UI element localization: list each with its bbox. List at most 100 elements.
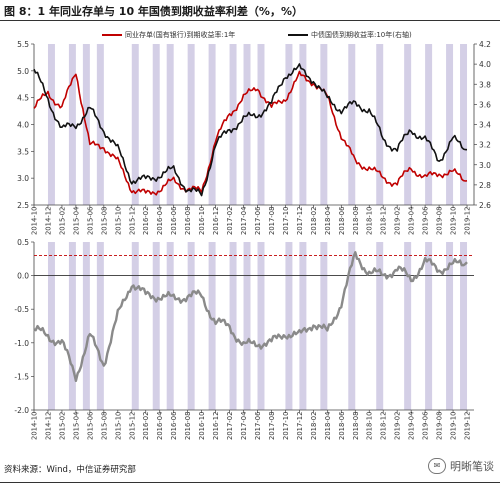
shaded-band-bottom (243, 242, 251, 410)
shaded-band-top (208, 44, 216, 205)
x-top-tick-label: 2018-06 (338, 207, 346, 235)
y-tick-label-right: 3.0 (479, 161, 491, 170)
shaded-band-top (152, 44, 160, 205)
y-tick-label-bottom: -0.5 (14, 305, 29, 314)
wechat-icon: ✉ (428, 458, 446, 474)
shaded-band-bottom (152, 242, 160, 410)
y-tick-label-right: 4.0 (479, 60, 491, 69)
title-divider (0, 20, 500, 21)
x-top-tick-label: 2015-12 (128, 207, 136, 235)
x-bottom-tick-label: 2014-12 (44, 412, 52, 440)
x-bottom-tick-label: 2017-10 (282, 412, 290, 440)
x-top-tick-label: 2017-02 (226, 207, 234, 235)
x-top-tick-label: 2015-08 (100, 207, 108, 235)
watermark: ✉ 明晰笔谈 (428, 458, 494, 474)
shaded-band-bottom (131, 242, 139, 410)
x-bottom-tick-label: 2019-02 (394, 412, 402, 440)
x-top-tick-label: 2014-10 (31, 207, 39, 235)
x-top-tick-label: 2016-08 (184, 207, 192, 235)
shaded-band-bottom (166, 242, 174, 410)
shaded-band-top (460, 44, 468, 205)
shaded-band-bottom (229, 242, 237, 410)
shaded-band-top (348, 44, 356, 205)
y-tick-label-right: 3.6 (479, 100, 491, 109)
y-tick-label-left: 5.0 (17, 67, 29, 76)
x-top-tick-label: 2018-04 (324, 207, 332, 235)
x-bottom-tick-label: 2015-10 (114, 412, 122, 440)
shaded-band-top (166, 44, 174, 205)
x-top-tick-label: 2017-10 (282, 207, 290, 235)
x-top-tick-label: 2015-06 (86, 207, 94, 235)
series-line-ncd (33, 70, 468, 196)
shaded-band-top (404, 44, 412, 205)
legend-item-bond: 中债国债到期收益率:10年(右轴) (288, 30, 412, 40)
legend-label-ncd: 同业存单(国有银行)到期收益率:1年 (125, 31, 236, 39)
y-tick-label-left: 3.0 (17, 174, 29, 183)
x-bottom-tick-label: 2017-12 (296, 412, 304, 440)
x-top-tick-label: 2018-12 (380, 207, 388, 235)
x-top-tick-label: 2018-02 (310, 207, 318, 235)
legend-label-bond: 中债国债到期收益率:10年(右轴) (311, 31, 412, 39)
shaded-band-top (376, 44, 384, 205)
y-tick-label-bottom: 0.5 (17, 238, 29, 247)
x-bottom-tick-label: 2018-06 (338, 412, 346, 440)
x-top-tick-label: 2019-04 (408, 207, 416, 235)
shaded-band-bottom (446, 242, 454, 410)
y-tick-label-left: 3.5 (17, 147, 29, 156)
x-bottom-tick-label: 2014-10 (31, 412, 39, 440)
x-top-tick-label: 2015-04 (72, 207, 80, 235)
x-bottom-tick-label: 2018-04 (324, 412, 332, 440)
shaded-band-bottom (257, 242, 265, 410)
x-bottom-tick-label: 2018-12 (380, 412, 388, 440)
shaded-band-bottom (285, 242, 293, 410)
series-line-spread (33, 251, 468, 382)
x-top-tick-label: 2019-12 (464, 207, 472, 235)
x-top-tick-label: 2015-02 (58, 207, 66, 235)
shaded-band-bottom (348, 242, 356, 410)
legend-swatch-ncd (102, 34, 122, 36)
shaded-band-top (446, 44, 454, 205)
y-tick-label-left: 4.0 (17, 121, 29, 130)
figure-title: 图 8：1 年同业存单与 10 年国债到期收益率利差（%，%） (4, 5, 303, 18)
y-tick-label-right: 4.2 (479, 40, 491, 49)
x-top-tick-label: 2015-10 (114, 207, 122, 235)
y-tick-label-left: 4.5 (17, 94, 29, 103)
shaded-band-bottom (376, 242, 384, 410)
x-top-tick-label: 2014-12 (44, 207, 52, 235)
y-tick-label-left: 5.5 (17, 40, 29, 49)
x-top-tick-label: 2016-04 (156, 207, 164, 235)
y-tick-label-bottom: 0.0 (17, 272, 29, 281)
legend-item-ncd: 同业存单(国有银行)到期收益率:1年 (102, 30, 235, 40)
shaded-band-bottom (68, 242, 76, 410)
shaded-band-bottom (187, 242, 195, 410)
watermark-text: 明晰笔谈 (450, 460, 494, 473)
x-bottom-tick-label: 2015-08 (100, 412, 108, 440)
x-bottom-tick-label: 2017-04 (240, 412, 248, 440)
shaded-band-bottom (299, 242, 307, 410)
x-bottom-tick-label: 2017-02 (226, 412, 234, 440)
shaded-band-top (243, 44, 251, 205)
x-bottom-tick-label: 2016-10 (198, 412, 206, 440)
bottom-divider (0, 482, 500, 483)
shaded-band-bottom (82, 242, 90, 410)
x-bottom-tick-label: 2019-10 (450, 412, 458, 440)
x-top-tick-label: 2018-08 (352, 207, 360, 235)
source-note: 资料来源：Wind，中信证券研究部 (4, 465, 136, 475)
series-line-bond (33, 63, 468, 197)
x-bottom-tick-label: 2016-08 (184, 412, 192, 440)
x-bottom-tick-label: 2016-04 (156, 412, 164, 440)
x-bottom-tick-label: 2017-06 (254, 412, 262, 440)
x-top-tick-label: 2017-06 (254, 207, 262, 235)
x-top-tick-label: 2016-12 (212, 207, 220, 235)
x-bottom-tick-label: 2016-06 (170, 412, 178, 440)
legend-swatch-bond (288, 34, 308, 36)
x-top-tick-label: 2017-12 (296, 207, 304, 235)
y-tick-label-right: 3.4 (479, 121, 491, 130)
y-tick-label-right: 3.8 (479, 80, 491, 89)
shaded-band-top (187, 44, 195, 205)
shaded-band-bottom (404, 242, 412, 410)
x-bottom-tick-label: 2019-06 (422, 412, 430, 440)
shaded-band-bottom (208, 242, 216, 410)
x-bottom-tick-label: 2015-04 (72, 412, 80, 440)
x-top-tick-label: 2019-10 (450, 207, 458, 235)
